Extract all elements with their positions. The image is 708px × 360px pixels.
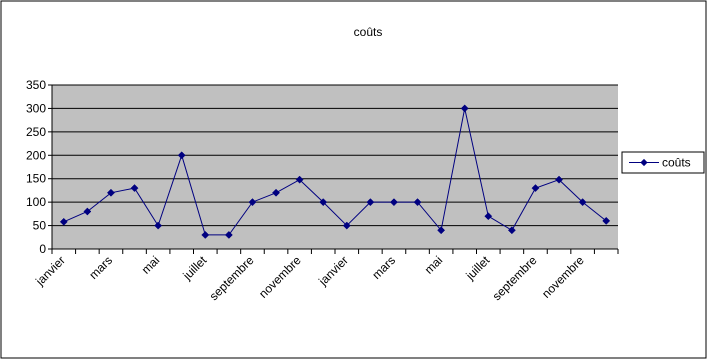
data-point [437,226,446,235]
data-point [130,184,139,193]
data-point [578,198,587,207]
y-tick-label: 100 [26,195,46,209]
y-tick-label: 350 [26,78,46,92]
data-point [319,198,328,207]
series-line [63,108,607,236]
data-point [366,198,375,207]
y-tick-label: 50 [33,219,47,233]
data-point [413,198,422,207]
data-point [507,226,516,235]
data-point [531,184,540,193]
data-point [248,198,257,207]
data-point [295,175,304,184]
data-point [59,217,68,226]
data-point [272,188,280,197]
plot-area [52,85,618,249]
data-point [484,212,493,221]
chart-title: coûts [354,25,383,39]
y-tick-label: 0 [39,242,46,256]
legend-box [621,151,705,174]
data-point [390,198,398,207]
data-point [177,151,186,160]
data-point [224,230,233,239]
legend-label: coûts [662,156,691,170]
legend-marker [640,158,648,167]
data-point [154,221,163,230]
y-tick-label: 150 [26,172,46,186]
y-tick-label: 200 [26,148,46,162]
data-point [83,207,92,216]
data-point [342,221,351,230]
data-point [602,216,611,225]
data-point [555,175,563,184]
y-tick-label: 300 [26,101,46,115]
data-point [460,104,469,113]
y-tick-label: 250 [26,125,46,139]
data-point [107,188,115,197]
data-point [201,230,210,239]
